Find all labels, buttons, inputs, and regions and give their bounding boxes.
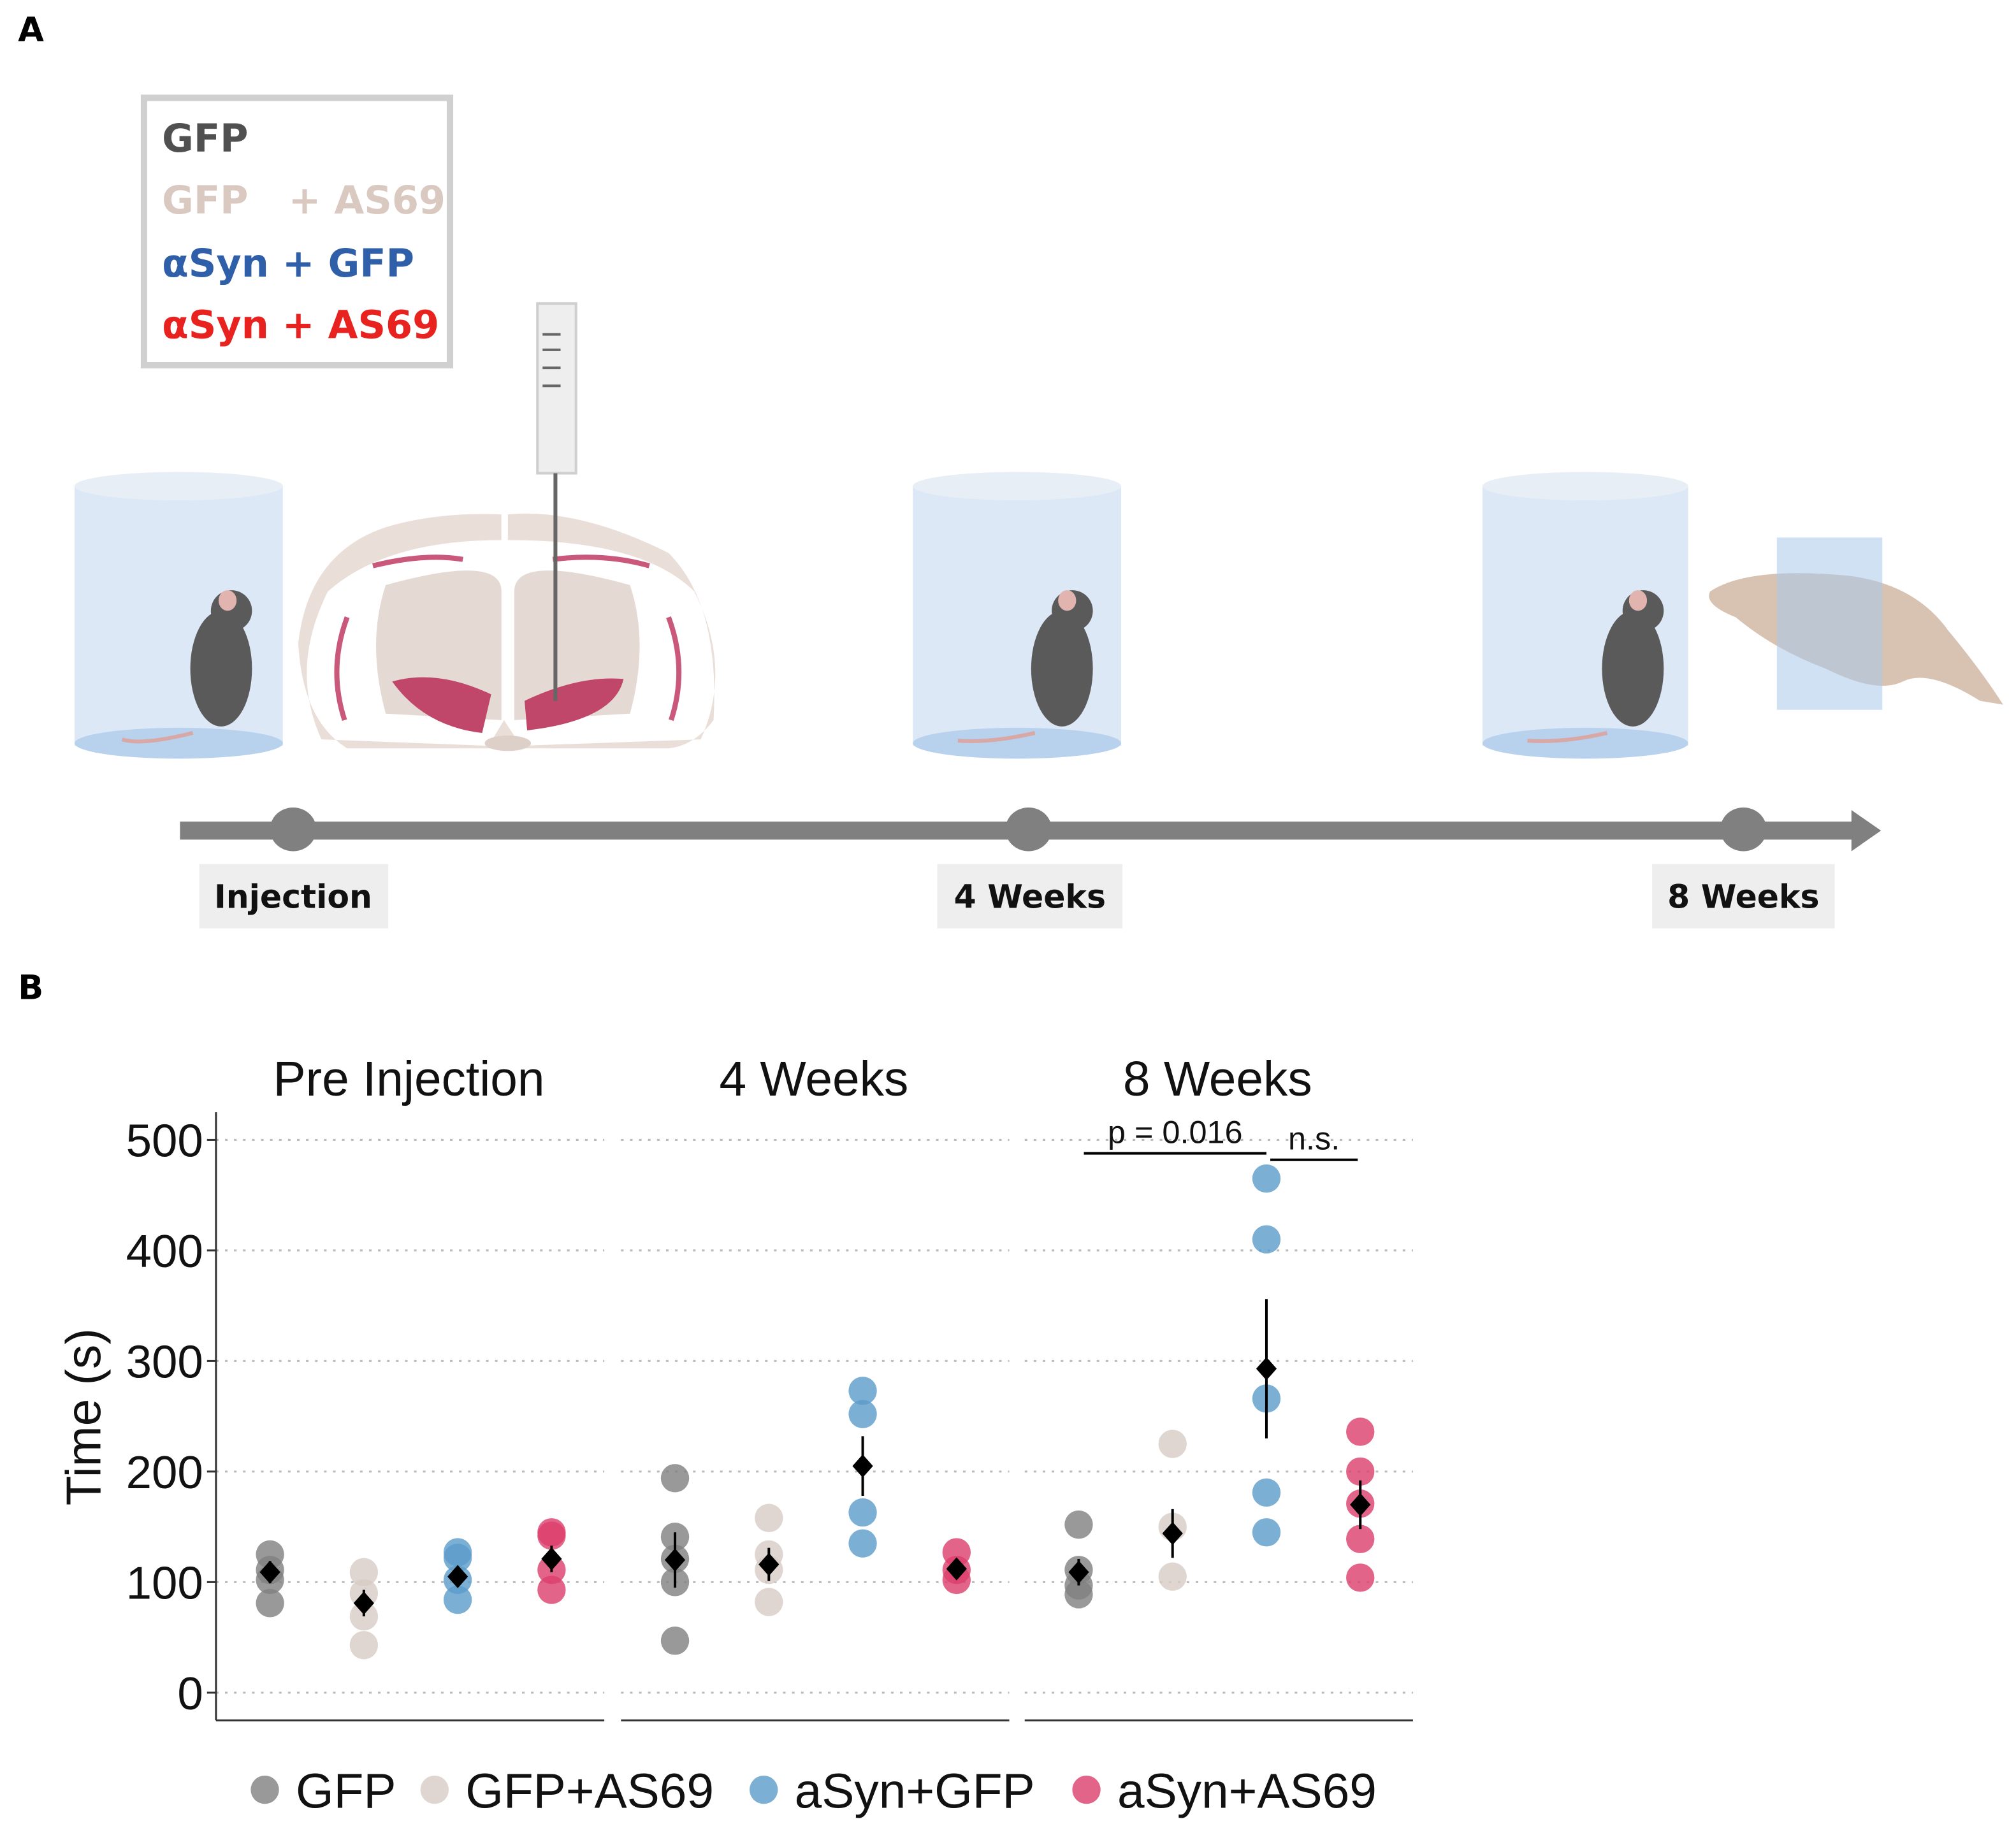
data-point bbox=[1158, 1430, 1187, 1458]
data-point bbox=[1252, 1478, 1281, 1507]
data-point bbox=[1252, 1164, 1281, 1193]
chart: 0 100 200 300 400 500 Time (s) Pre Injection 4 W… bbox=[57, 1052, 1413, 1818]
data-point bbox=[848, 1400, 877, 1428]
y-tick-label: 300 bbox=[126, 1337, 203, 1388]
data-point bbox=[660, 1464, 690, 1493]
annotation: n.s. bbox=[1288, 1120, 1340, 1157]
data-point bbox=[1346, 1417, 1375, 1446]
data-point bbox=[755, 1503, 783, 1532]
data-point bbox=[755, 1588, 783, 1616]
timeline-label: 4 Weeks bbox=[954, 878, 1106, 915]
data-point bbox=[660, 1626, 690, 1655]
arrow-head bbox=[1851, 810, 1882, 851]
legend-text: GFP bbox=[162, 117, 248, 161]
data-point bbox=[1346, 1525, 1375, 1553]
data-point bbox=[537, 1521, 566, 1550]
mean-marker bbox=[758, 1553, 780, 1576]
data-point bbox=[537, 1576, 566, 1604]
legend-box bbox=[140, 94, 454, 369]
annotation: p = 0.016 bbox=[1108, 1113, 1243, 1150]
data-point bbox=[1064, 1580, 1093, 1609]
timepoint bbox=[270, 807, 317, 851]
timeline-label: 8 Weeks bbox=[1667, 878, 1819, 915]
y-tick-label: 500 bbox=[126, 1115, 203, 1167]
timepoint bbox=[1720, 807, 1767, 851]
data-point bbox=[848, 1498, 877, 1527]
y-tick-label: 0 bbox=[177, 1668, 203, 1720]
mean-marker bbox=[1256, 1357, 1277, 1380]
legend-text: αSyn + AS69 bbox=[162, 303, 439, 348]
data-point bbox=[256, 1589, 284, 1618]
sagittal-brain bbox=[1709, 537, 2003, 710]
data-point bbox=[349, 1558, 379, 1586]
legend-text: αSyn + GFP bbox=[162, 242, 414, 286]
facet-title: Pre Injection bbox=[273, 1052, 544, 1106]
y-tick-label: 400 bbox=[126, 1226, 203, 1277]
coronal-brain bbox=[298, 513, 716, 751]
mean-marker bbox=[1068, 1560, 1089, 1584]
label-box bbox=[199, 864, 389, 929]
data-point bbox=[443, 1585, 472, 1614]
timeline-label: Injection bbox=[214, 878, 372, 915]
legend-swatch bbox=[1072, 1775, 1101, 1804]
data-point bbox=[848, 1529, 877, 1558]
legend-label: aSyn+GFP bbox=[795, 1764, 1035, 1818]
data-point bbox=[1064, 1510, 1093, 1539]
mean-marker bbox=[1350, 1493, 1371, 1517]
panel-label: A bbox=[18, 11, 44, 50]
data-point bbox=[1346, 1457, 1375, 1486]
facet-title: 4 Weeks bbox=[720, 1052, 909, 1106]
legend-label: aSyn+AS69 bbox=[1117, 1764, 1377, 1818]
syringe bbox=[536, 302, 577, 701]
legend-swatch bbox=[750, 1775, 778, 1804]
legend-label: GFP+AS69 bbox=[465, 1764, 714, 1818]
facet-title: 8 Weeks bbox=[1123, 1052, 1312, 1106]
legend-label: GFP bbox=[296, 1764, 396, 1818]
label-box bbox=[1652, 864, 1835, 929]
data-point bbox=[1346, 1563, 1375, 1592]
data-point bbox=[443, 1544, 472, 1572]
mouse bbox=[121, 590, 252, 744]
data-point bbox=[848, 1377, 877, 1405]
data-point bbox=[349, 1631, 379, 1660]
legend-text: GFP + AS69 bbox=[162, 178, 446, 223]
mouse bbox=[957, 590, 1093, 743]
mean-marker bbox=[852, 1454, 873, 1478]
legend-swatch bbox=[250, 1775, 279, 1804]
label-box bbox=[937, 864, 1123, 929]
mouse bbox=[1527, 590, 1664, 743]
cylinder bbox=[74, 472, 283, 759]
y-tick-label: 100 bbox=[126, 1558, 203, 1609]
data-point bbox=[1158, 1562, 1187, 1591]
panel-label: B bbox=[18, 969, 43, 1008]
legend-swatch bbox=[420, 1775, 449, 1804]
mean-marker bbox=[946, 1557, 967, 1581]
y-axis-label: Time (s) bbox=[57, 1328, 111, 1505]
mean-marker bbox=[259, 1560, 280, 1584]
timepoint bbox=[1005, 807, 1052, 851]
schematic: GFP GFP + AS69 αSyn + GFP αSyn + AS69 In… bbox=[74, 94, 2003, 929]
data-point bbox=[1252, 1518, 1281, 1547]
y-tick-label: 200 bbox=[126, 1447, 203, 1498]
data-point bbox=[1252, 1225, 1281, 1254]
